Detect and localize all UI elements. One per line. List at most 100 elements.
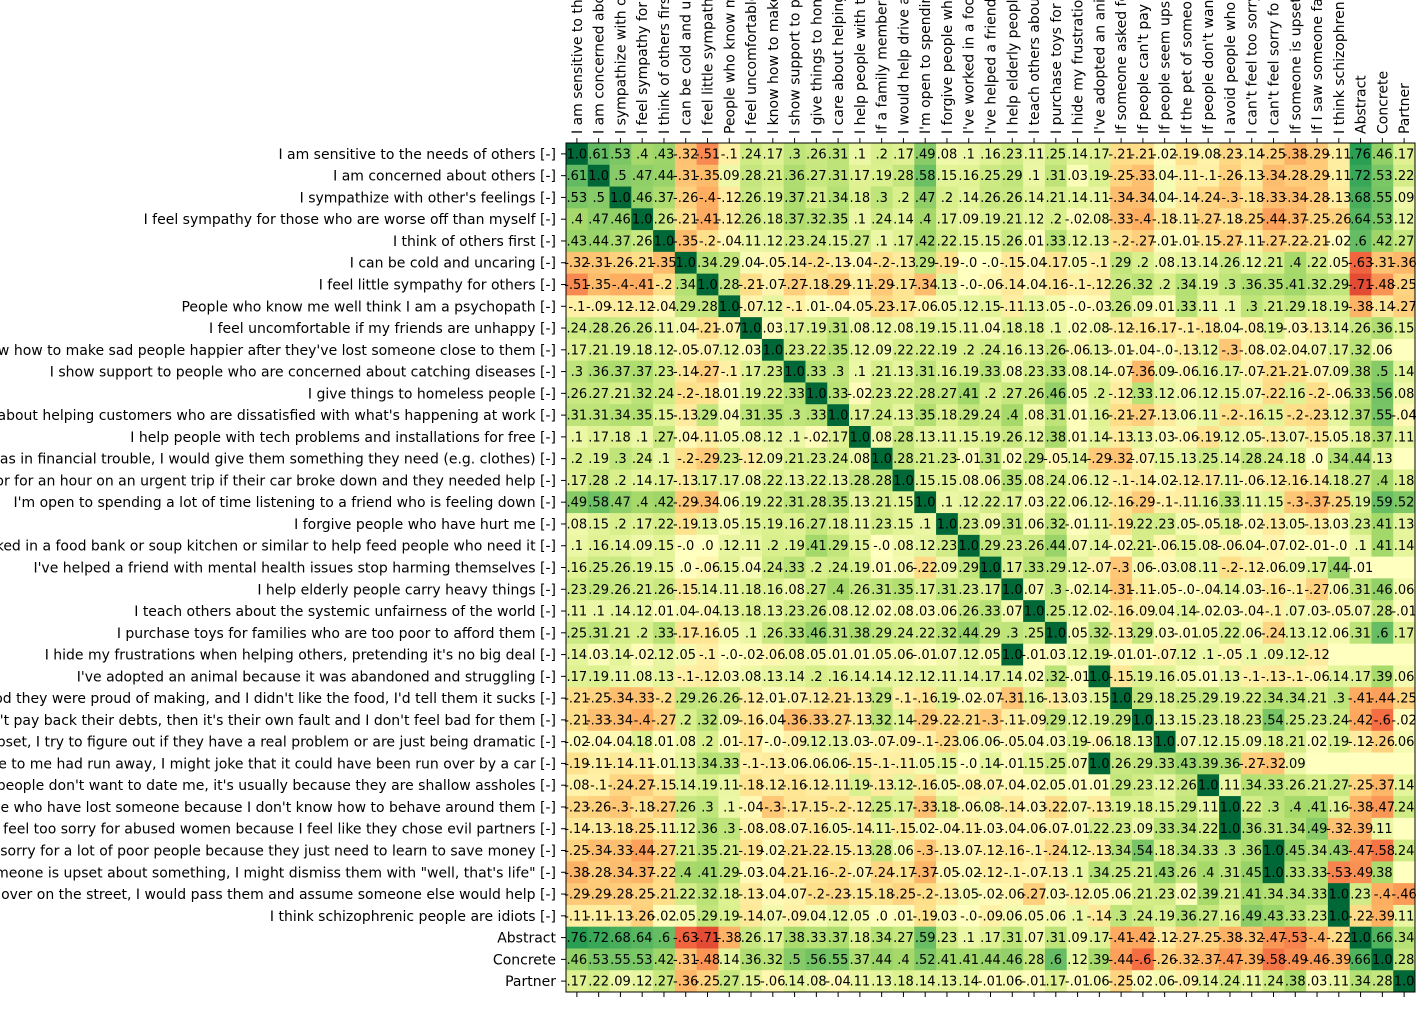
cell-value-label: .03 bbox=[1154, 626, 1175, 641]
cell-value-label: .49 bbox=[1241, 909, 1262, 924]
heatmap-cell-r3-c20 bbox=[1001, 208, 1024, 231]
cell-value-label: .34 bbox=[610, 409, 631, 424]
heatmap-cell-r4-c7 bbox=[718, 230, 741, 253]
cell-value-label: 1.0 bbox=[1394, 975, 1415, 990]
heatmap-cell-r0-c18 bbox=[957, 143, 981, 166]
heatmap-cell-r6-c12 bbox=[827, 273, 850, 296]
cell-value-label: .18 bbox=[1263, 735, 1284, 750]
cell-value-label: .23 bbox=[1307, 713, 1328, 728]
cell-value-label: .06 bbox=[1394, 735, 1415, 750]
cell-value-label: .03 bbox=[937, 909, 958, 924]
cell-value-label: .18 bbox=[1154, 844, 1175, 859]
cell-value-label: .22 bbox=[588, 975, 609, 990]
cell-value-label: .06 bbox=[893, 844, 914, 859]
cell-value-label: .25 bbox=[980, 169, 1001, 184]
cell-value-label: .08 bbox=[567, 517, 588, 532]
heatmap-cell-r2-c35 bbox=[1327, 186, 1351, 209]
cell-value-label: -.4 bbox=[634, 713, 651, 728]
cell-value-label: -.07 bbox=[717, 322, 742, 337]
heatmap-cell-r5-c30 bbox=[1219, 251, 1242, 275]
cell-value-label: .14 bbox=[632, 474, 653, 489]
cell-value-label: .34 bbox=[1394, 931, 1415, 946]
cell-value-label: .26 bbox=[1176, 779, 1197, 794]
cell-value-label: .12 bbox=[1024, 213, 1045, 228]
heatmap-cell-r6-c26 bbox=[1132, 273, 1155, 296]
cell-value-label: .29 bbox=[1045, 713, 1066, 728]
cell-value-label: .04 bbox=[1024, 735, 1045, 750]
heatmap-cell-r8-c0 bbox=[566, 317, 589, 340]
heatmap-cell-r6-c31 bbox=[1240, 273, 1264, 296]
cell-value-label: -.07 bbox=[1152, 648, 1177, 663]
heatmap-cell-r3-c13 bbox=[849, 208, 872, 231]
cell-value-label: -.01 bbox=[1021, 648, 1046, 663]
cell-value-label: .09 bbox=[1328, 365, 1349, 380]
cell-value-label: .17 bbox=[588, 430, 609, 445]
cell-value-label: -.06 bbox=[1087, 735, 1112, 750]
heatmap-cell-r7-c17 bbox=[936, 295, 959, 318]
heatmap-cell-r2-c10 bbox=[783, 186, 806, 209]
cell-value-label: .24 bbox=[1394, 800, 1415, 815]
cell-value-label: -.2 bbox=[677, 452, 694, 467]
heatmap-cell-r1-c8 bbox=[740, 164, 763, 187]
cell-value-label: -.2 bbox=[1287, 409, 1304, 424]
cell-value-label: .09 bbox=[980, 517, 1001, 532]
cell-value-label: .12 bbox=[1241, 256, 1262, 271]
cell-value-label: .17 bbox=[1307, 561, 1328, 576]
cell-value-label: .02 bbox=[1133, 975, 1154, 990]
cell-value-label: .28 bbox=[719, 278, 740, 293]
cell-value-label: .11 bbox=[1220, 779, 1241, 794]
cell-value-label: .33 bbox=[1045, 365, 1066, 380]
cell-value-label: .05 bbox=[1176, 670, 1197, 685]
cell-value-label: .39 bbox=[1198, 757, 1219, 772]
cell-value-label: -.0 bbox=[1178, 583, 1195, 598]
heatmap-cell-r2-c34 bbox=[1306, 186, 1329, 209]
cell-value-label: .4 bbox=[680, 866, 692, 881]
cell-value-label: .05 bbox=[1024, 909, 1045, 924]
heatmap-cell-r7-c21 bbox=[1023, 295, 1046, 318]
cell-value-label: -.1 bbox=[1156, 496, 1173, 511]
cell-value-label: .22 bbox=[806, 474, 827, 489]
cell-value-label: .12 bbox=[958, 300, 979, 315]
cell-value-label: -.34 bbox=[608, 713, 633, 728]
cell-value-label: .17 bbox=[893, 800, 914, 815]
cell-value-label: .09 bbox=[1067, 931, 1088, 946]
cell-value-label: .12 bbox=[850, 605, 871, 620]
cell-value-label: .29 bbox=[1328, 278, 1349, 293]
row-label: If I saw someone fall over on the street… bbox=[0, 887, 556, 903]
cell-value-label: .15 bbox=[1394, 322, 1415, 337]
heatmap-cell-r0-c11 bbox=[805, 143, 828, 166]
heatmap-cell-r1-c17 bbox=[936, 164, 959, 187]
cell-value-label: .37 bbox=[850, 953, 871, 968]
cell-value-label: .38 bbox=[850, 626, 871, 641]
cell-value-label: .19 bbox=[632, 561, 653, 576]
heatmap-cell-r7-c11 bbox=[805, 295, 828, 318]
heatmap-cell-r4-c1 bbox=[587, 230, 610, 253]
cell-value-label: -.08 bbox=[564, 779, 589, 794]
cell-value-label: -.0 bbox=[1330, 539, 1347, 554]
cell-value-label: 1.0 bbox=[1089, 757, 1110, 772]
cell-value-label: -.21 bbox=[651, 888, 676, 903]
cell-value-label: .06 bbox=[893, 561, 914, 576]
cell-value-label: -.27 bbox=[1021, 888, 1046, 903]
cell-value-label: .16 bbox=[762, 583, 783, 598]
cell-value-label: .28 bbox=[893, 452, 914, 467]
cell-value-label: .12 bbox=[762, 300, 783, 315]
cell-value-label: .19 bbox=[741, 496, 762, 511]
cell-value-label: .18 bbox=[762, 213, 783, 228]
cell-value-label: .15 bbox=[741, 975, 762, 990]
cell-value-label: .13 bbox=[828, 474, 849, 489]
cell-value-label: .5 bbox=[1376, 365, 1388, 380]
column-label: If the pet of someo bbox=[1179, 1, 1195, 134]
cell-value-label: .04 bbox=[1220, 322, 1241, 337]
heatmap-cell-r3-c37 bbox=[1371, 208, 1394, 231]
cell-value-label: -.22 bbox=[1326, 931, 1351, 946]
heatmap-cell-r5-c7 bbox=[718, 251, 741, 275]
heatmap-cell-r3-c24 bbox=[1088, 208, 1111, 231]
cell-value-label: -.05 bbox=[1326, 605, 1351, 620]
cell-value-label: -.01 bbox=[651, 757, 676, 772]
heatmap-cell-r1-c12 bbox=[827, 164, 850, 187]
cell-value-label: -.11 bbox=[825, 779, 850, 794]
cell-value-label: .06 bbox=[1372, 343, 1393, 358]
cell-value-label: .24 bbox=[1045, 474, 1066, 489]
cell-value-label: -.17 bbox=[1196, 474, 1221, 489]
